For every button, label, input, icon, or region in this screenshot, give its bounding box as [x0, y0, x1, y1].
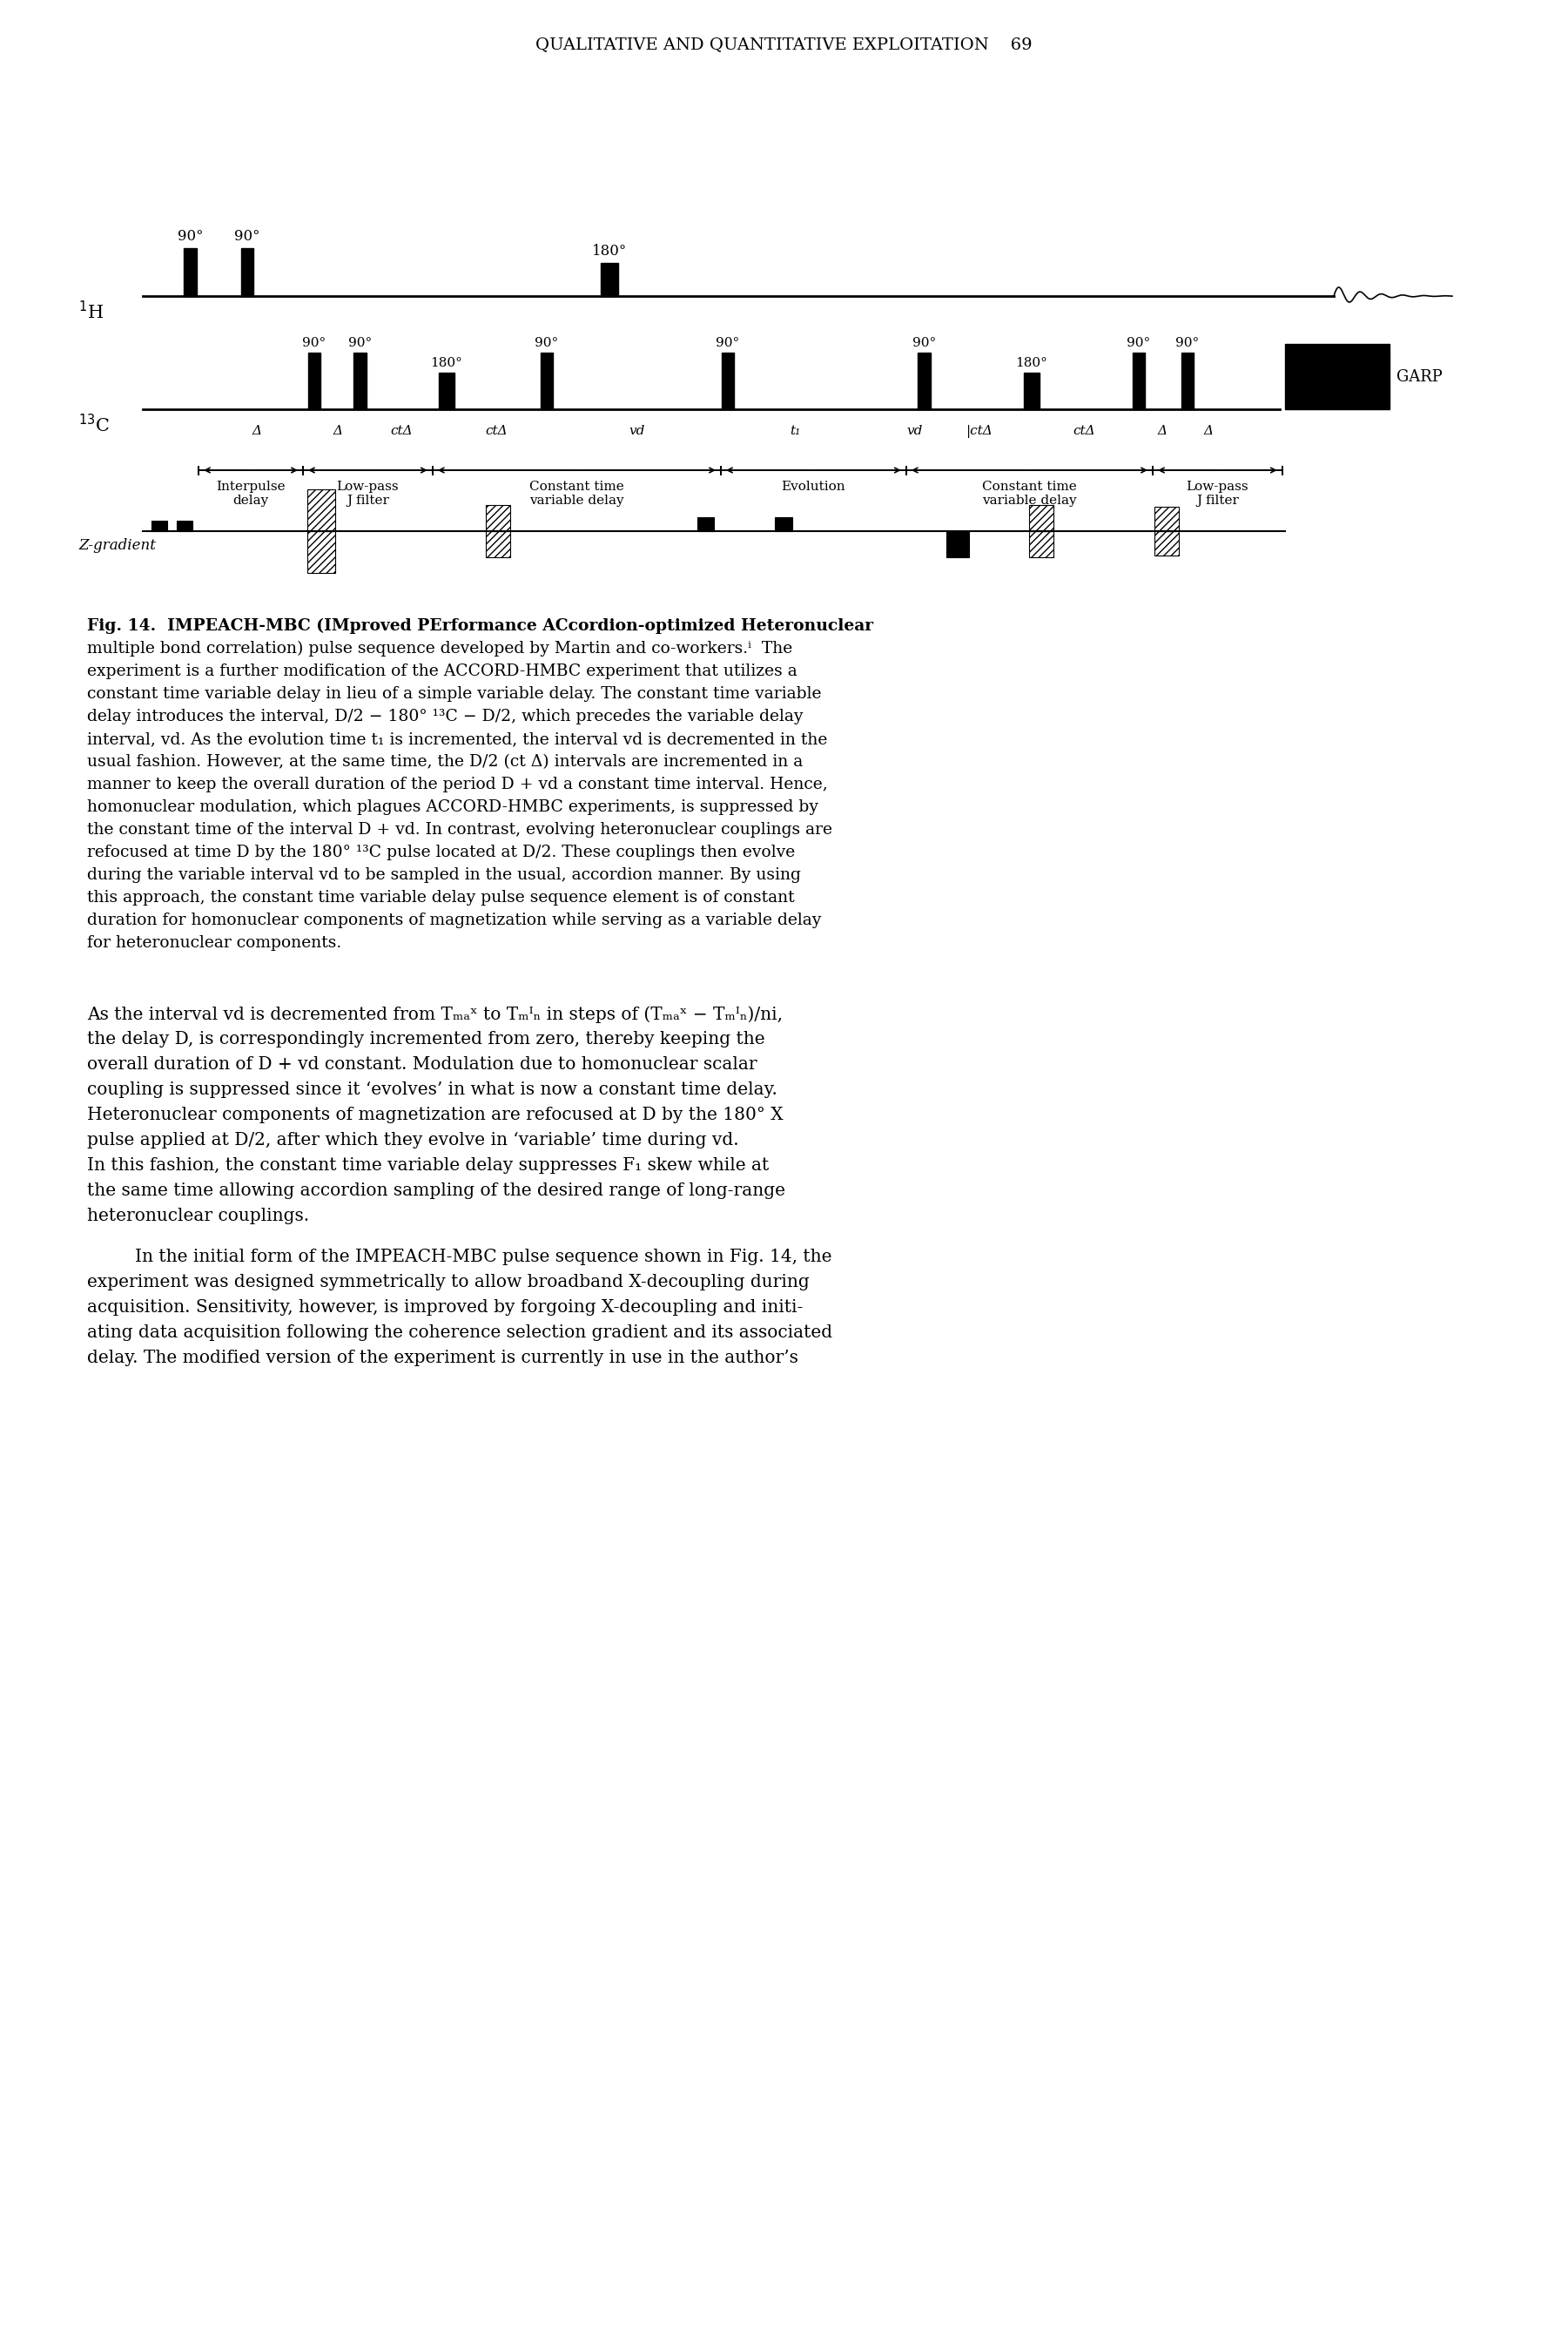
- Bar: [1024, 374, 1040, 409]
- Bar: [947, 531, 969, 557]
- Text: Constant time
variable delay: Constant time variable delay: [982, 480, 1077, 508]
- Text: heteronuclear couplings.: heteronuclear couplings.: [88, 1208, 309, 1225]
- Text: QUALITATIVE AND QUANTITATIVE EXPLOITATION    69: QUALITATIVE AND QUANTITATIVE EXPLOITATIO…: [535, 38, 1032, 52]
- Text: Low-pass
J filter: Low-pass J filter: [1187, 480, 1248, 508]
- Bar: [1181, 353, 1193, 409]
- Text: usual fashion. However, at the same time, the D/2 (ct Δ) intervals are increment: usual fashion. However, at the same time…: [88, 755, 803, 769]
- Text: 90°: 90°: [1176, 336, 1200, 350]
- Bar: [486, 505, 511, 531]
- Text: Δ: Δ: [1204, 426, 1214, 437]
- Text: the same time allowing accordion sampling of the desired range of long-range: the same time allowing accordion samplin…: [88, 1183, 786, 1199]
- Bar: [1286, 343, 1389, 409]
- Bar: [917, 353, 930, 409]
- Text: for heteronuclear components.: for heteronuclear components.: [88, 936, 342, 950]
- Bar: [241, 249, 254, 296]
- Text: Heteronuclear components of magnetization are refocused at D by the 180° X: Heteronuclear components of magnetizatio…: [88, 1107, 784, 1124]
- Text: 180°: 180°: [591, 245, 627, 259]
- Text: 180°: 180°: [430, 357, 463, 369]
- Text: Evolution: Evolution: [781, 480, 845, 494]
- Text: |ctΔ: |ctΔ: [966, 426, 993, 437]
- Text: duration for homonuclear components of magnetization while serving as a variable: duration for homonuclear components of m…: [88, 912, 822, 929]
- Text: 90°: 90°: [348, 336, 372, 350]
- Text: $^{13}$C: $^{13}$C: [78, 414, 110, 435]
- Text: 90°: 90°: [717, 336, 740, 350]
- Text: delay introduces the interval, D/2 − 180° ¹³C − D/2, which precedes the variable: delay introduces the interval, D/2 − 180…: [88, 708, 803, 724]
- Text: coupling is suppressed since it ‘evolves’ in what is now a constant time delay.: coupling is suppressed since it ‘evolves…: [88, 1081, 778, 1098]
- Text: 90°: 90°: [303, 336, 326, 350]
- Bar: [1154, 531, 1179, 555]
- Bar: [183, 249, 196, 296]
- Text: ating data acquisition following the coherence selection gradient and its associ: ating data acquisition following the coh…: [88, 1324, 833, 1340]
- Text: overall duration of D + vd constant. Modulation due to homonuclear scalar: overall duration of D + vd constant. Mod…: [88, 1056, 757, 1072]
- Text: experiment was designed symmetrically to allow broadband X-decoupling during: experiment was designed symmetrically to…: [88, 1274, 809, 1291]
- Text: ctΔ: ctΔ: [390, 426, 412, 437]
- Bar: [1029, 505, 1054, 531]
- Text: pulse applied at D/2, after which they evolve in ‘variable’ time during vd.: pulse applied at D/2, after which they e…: [88, 1131, 739, 1150]
- Bar: [307, 489, 336, 531]
- Text: 90°: 90°: [535, 336, 558, 350]
- Text: In this fashion, the constant time variable delay suppresses F₁ skew while at: In this fashion, the constant time varia…: [88, 1157, 768, 1173]
- Text: multiple bond correlation) pulse sequence developed by Martin and co-workers.ⁱ  : multiple bond correlation) pulse sequenc…: [88, 642, 792, 656]
- Text: 90°: 90°: [235, 228, 260, 245]
- Text: the constant time of the interval D + vd. In contrast, evolving heteronuclear co: the constant time of the interval D + vd…: [88, 823, 833, 837]
- Text: 90°: 90°: [913, 336, 936, 350]
- Text: ctΔ: ctΔ: [486, 426, 508, 437]
- Text: $^1$H: $^1$H: [78, 301, 103, 322]
- Text: Constant time
variable delay: Constant time variable delay: [530, 480, 624, 508]
- Text: Fig. 14.  IMPEACH-MBC (IMproved PErformance ACcordion-optimized Heteronuclear: Fig. 14. IMPEACH-MBC (IMproved PErforman…: [88, 618, 873, 635]
- Text: 180°: 180°: [1016, 357, 1047, 369]
- Text: during the variable interval vd to be sampled in the usual, accordion manner. By: during the variable interval vd to be sa…: [88, 868, 801, 884]
- Bar: [775, 517, 792, 531]
- Text: 90°: 90°: [177, 228, 202, 245]
- Text: vd: vd: [906, 426, 922, 437]
- Text: refocused at time D by the 180° ¹³C pulse located at D/2. These couplings then e: refocused at time D by the 180° ¹³C puls…: [88, 844, 795, 860]
- Text: constant time variable delay in lieu of a simple variable delay. The constant ti: constant time variable delay in lieu of …: [88, 686, 822, 703]
- Text: Δ: Δ: [252, 426, 262, 437]
- Bar: [1154, 508, 1179, 531]
- Bar: [486, 531, 511, 557]
- Text: interval, vd. As the evolution time t₁ is incremented, the interval vd is decrem: interval, vd. As the evolution time t₁ i…: [88, 731, 828, 748]
- Bar: [601, 263, 618, 296]
- Bar: [354, 353, 367, 409]
- Text: Interpulse
delay: Interpulse delay: [216, 480, 285, 508]
- Bar: [541, 353, 554, 409]
- Text: acquisition. Sensitivity, however, is improved by forgoing X-decoupling and init: acquisition. Sensitivity, however, is im…: [88, 1300, 803, 1317]
- Bar: [307, 353, 320, 409]
- Text: Z-gradient: Z-gradient: [78, 538, 155, 552]
- Text: 90°: 90°: [1127, 336, 1151, 350]
- Text: manner to keep the overall duration of the period D + vd a constant time interva: manner to keep the overall duration of t…: [88, 776, 828, 792]
- Text: delay. The modified version of the experiment is currently in use in the author’: delay. The modified version of the exper…: [88, 1349, 798, 1366]
- Bar: [721, 353, 734, 409]
- Bar: [1029, 531, 1054, 557]
- Text: Δ: Δ: [332, 426, 342, 437]
- Text: t₁: t₁: [789, 426, 800, 437]
- Text: In the initial form of the IMPEACH-MBC pulse sequence shown in Fig. 14, the: In the initial form of the IMPEACH-MBC p…: [135, 1248, 833, 1265]
- Text: Low-pass
J filter: Low-pass J filter: [337, 480, 398, 508]
- Text: GARP: GARP: [1397, 369, 1443, 386]
- Bar: [307, 531, 336, 574]
- Text: experiment is a further modification of the ACCORD-HMBC experiment that utilizes: experiment is a further modification of …: [88, 663, 797, 679]
- Text: vd: vd: [629, 426, 646, 437]
- Text: this approach, the constant time variable delay pulse sequence element is of con: this approach, the constant time variabl…: [88, 891, 795, 905]
- Text: Δ: Δ: [1157, 426, 1167, 437]
- Bar: [439, 374, 455, 409]
- Bar: [152, 520, 168, 531]
- Bar: [698, 517, 713, 531]
- Text: homonuclear modulation, which plagues ACCORD-HMBC experiments, is suppressed by: homonuclear modulation, which plagues AC…: [88, 799, 818, 816]
- Text: ctΔ: ctΔ: [1074, 426, 1096, 437]
- Bar: [177, 520, 193, 531]
- Bar: [1132, 353, 1145, 409]
- Text: As the interval vd is decremented from Tₘₐˣ to Tₘᴵₙ in steps of (Tₘₐˣ − Tₘᴵₙ)/ni: As the interval vd is decremented from T…: [88, 1006, 782, 1023]
- Text: the delay D, is correspondingly incremented from zero, thereby keeping the: the delay D, is correspondingly incremen…: [88, 1032, 765, 1049]
